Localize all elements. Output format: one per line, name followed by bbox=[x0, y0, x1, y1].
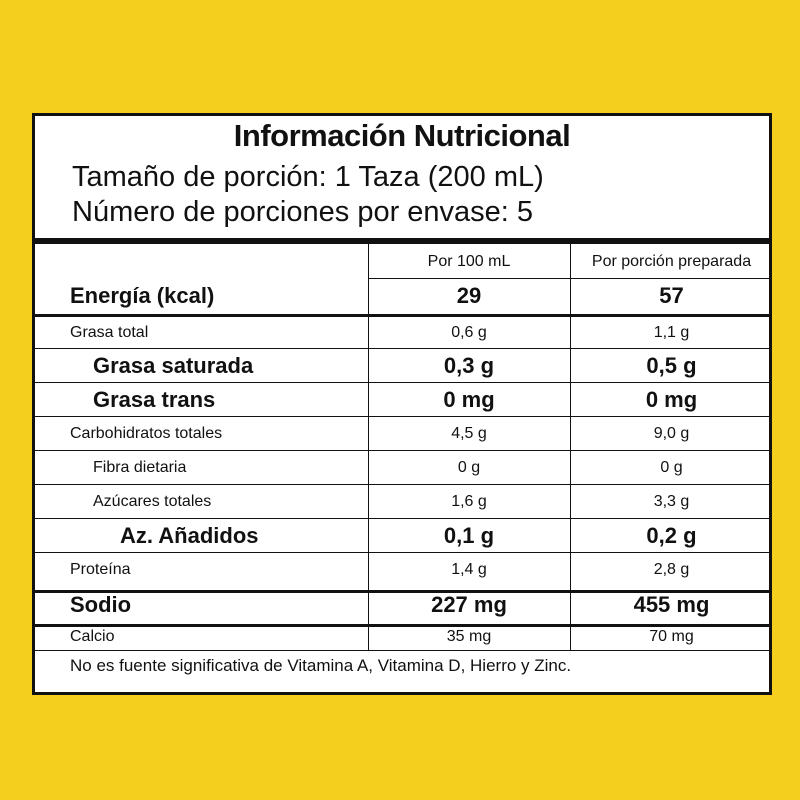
nutrition-facts-panel: Información Nutricional Tamaño de porció… bbox=[32, 113, 772, 695]
value-per-100ml: 0,1 g bbox=[443, 523, 495, 548]
value-per-100ml: 0 mg bbox=[443, 387, 495, 412]
nutrient-label: Energía (kcal) bbox=[70, 283, 215, 308]
nutrient-label: Grasa trans bbox=[93, 387, 216, 412]
value-per-serving: 0 mg bbox=[645, 387, 698, 412]
value-per-serving: 1,1 g bbox=[653, 324, 690, 341]
nutrient-label: Azúcares totales bbox=[93, 493, 212, 510]
nutrient-label: Calcio bbox=[70, 628, 115, 645]
value-per-100ml: 1,4 g bbox=[451, 561, 487, 578]
value-per-100ml: 0 g bbox=[457, 459, 481, 476]
value-per-serving: 70 mg bbox=[649, 628, 694, 645]
nutrient-label: Grasa saturada bbox=[93, 353, 254, 378]
value-per-100ml: 0,3 g bbox=[443, 353, 495, 378]
serving-info: Tamaño de porción: 1 Taza (200 mL) Númer… bbox=[72, 160, 544, 230]
row-divider bbox=[35, 552, 769, 553]
nutrient-label: Sodio bbox=[70, 592, 132, 617]
column-divider bbox=[570, 627, 571, 650]
servings-per-container: Número de porciones por envase: 5 bbox=[72, 196, 534, 228]
nutrient-label: Grasa total bbox=[70, 324, 149, 341]
value-per-100ml: 29 bbox=[456, 283, 482, 308]
header-divider bbox=[368, 278, 769, 279]
value-per-100ml: 4,5 g bbox=[451, 425, 487, 442]
row-divider bbox=[35, 484, 769, 485]
value-per-100ml: 0,6 g bbox=[451, 324, 487, 341]
value-per-serving: 0 g bbox=[660, 459, 683, 476]
value-per-serving: 455 mg bbox=[633, 592, 710, 617]
column-divider bbox=[368, 627, 369, 650]
value-per-serving: 3,3 g bbox=[653, 493, 690, 510]
column-divider bbox=[570, 244, 571, 624]
serving-size: Tamaño de porción: 1 Taza (200 mL) bbox=[72, 161, 544, 193]
nutrient-label: Carbohidratos totales bbox=[70, 425, 223, 442]
column-header-per-100ml: Por 100 mL bbox=[427, 253, 511, 270]
row-divider bbox=[35, 650, 769, 651]
column-divider bbox=[368, 244, 369, 624]
row-divider bbox=[35, 382, 769, 383]
divider-thick bbox=[35, 314, 769, 317]
nutrient-label: Fibra dietaria bbox=[93, 459, 187, 476]
divider-thick bbox=[35, 590, 769, 593]
nutrient-label: Az. Añadidos bbox=[120, 523, 259, 548]
footnote: No es fuente significativa de Vitamina A… bbox=[70, 656, 572, 675]
nutrient-label: Proteína bbox=[70, 561, 131, 578]
row-divider bbox=[35, 416, 769, 417]
value-per-serving: 0,5 g bbox=[646, 353, 697, 378]
value-per-serving: 9,0 g bbox=[653, 425, 690, 442]
value-per-serving: 0,2 g bbox=[646, 523, 697, 548]
value-per-100ml: 227 mg bbox=[431, 592, 507, 617]
divider-thick bbox=[35, 624, 769, 627]
divider-thick bbox=[35, 238, 769, 244]
value-per-100ml: 35 mg bbox=[446, 628, 492, 645]
column-header-per-serving: Por porción preparada bbox=[591, 253, 752, 270]
row-divider bbox=[35, 348, 769, 349]
value-per-100ml: 1,6 g bbox=[451, 493, 487, 510]
row-divider bbox=[35, 450, 769, 451]
value-per-serving: 57 bbox=[659, 283, 684, 308]
value-per-serving: 2,8 g bbox=[653, 561, 690, 578]
row-divider bbox=[35, 518, 769, 519]
label-title: Información Nutricional bbox=[233, 118, 571, 153]
